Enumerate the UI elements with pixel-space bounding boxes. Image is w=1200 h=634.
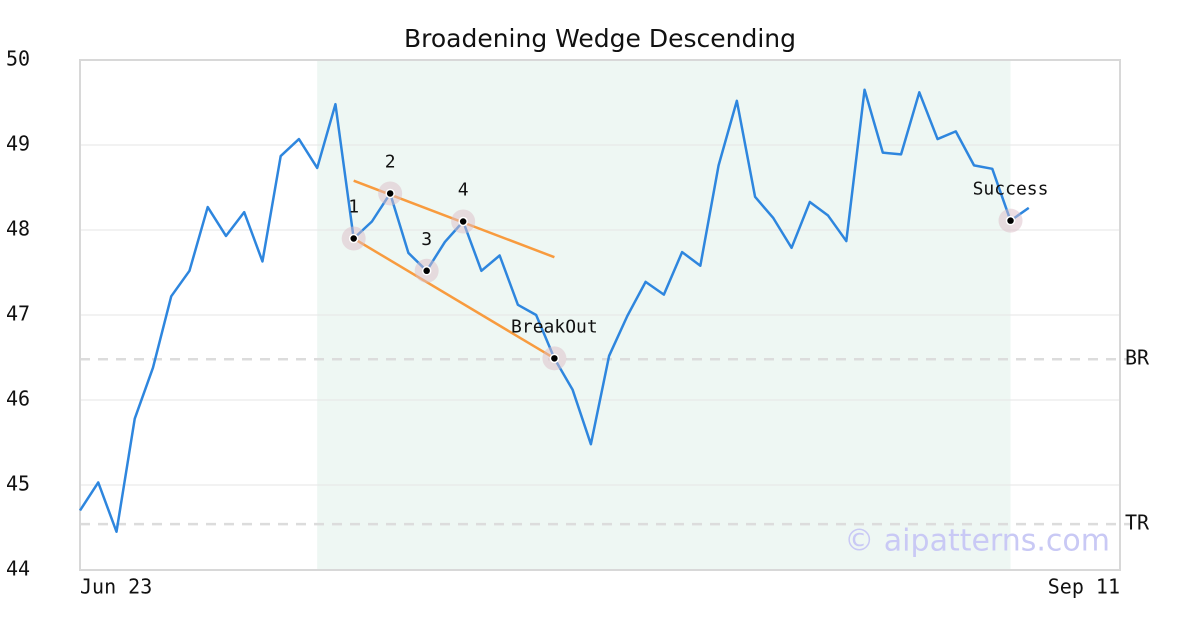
pattern-point xyxy=(458,216,468,227)
y-tick-label: 46 xyxy=(6,387,30,411)
point-label: 3 xyxy=(421,229,432,250)
pattern-point xyxy=(421,266,432,276)
x-tick-label: Sep 11 xyxy=(1048,575,1120,599)
y-tick-label: 44 xyxy=(6,557,30,581)
point-label: BreakOut xyxy=(511,316,598,337)
chart-title: Broadening Wedge Descending xyxy=(404,24,796,53)
pattern-point xyxy=(348,233,359,244)
pattern-point xyxy=(1005,215,1016,226)
y-tick-label: 50 xyxy=(6,47,30,71)
y-tick-label: 49 xyxy=(6,132,30,156)
point-label: 4 xyxy=(458,180,469,201)
point-label: 2 xyxy=(385,151,396,172)
pattern-point xyxy=(385,188,395,199)
pattern-point xyxy=(549,353,560,364)
x-tick-label: Jun 23 xyxy=(80,575,152,599)
plot-frame xyxy=(79,59,1121,571)
y-tick-label: 45 xyxy=(6,472,30,496)
reference-label: TR xyxy=(1125,511,1150,535)
point-label: Success xyxy=(973,179,1049,200)
watermark: © aipatterns.com xyxy=(844,524,1110,559)
point-label: 1 xyxy=(348,197,359,218)
reference-label: BR xyxy=(1125,346,1150,370)
y-tick-label: 48 xyxy=(6,217,30,241)
y-tick-label: 47 xyxy=(6,302,30,326)
trend-line xyxy=(353,237,556,360)
